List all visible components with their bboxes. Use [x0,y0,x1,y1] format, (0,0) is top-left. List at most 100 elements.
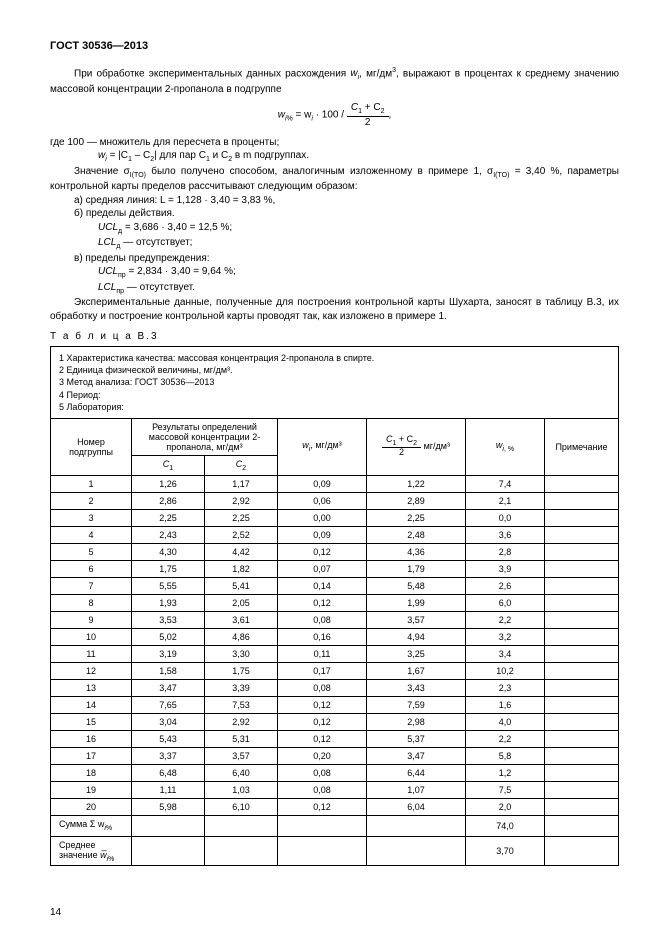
cell: 17 [51,747,132,764]
cell: 6,48 [132,764,205,781]
cell-note [545,713,619,730]
cell: 19 [51,781,132,798]
cell: 5,31 [205,730,278,747]
cell-note [545,594,619,611]
cell: 3,9 [466,560,545,577]
cell-note [545,543,619,560]
t: в m подгруппах. [232,150,309,161]
f: C [351,102,358,113]
m: 1 Характеристика качества: массовая конц… [59,352,610,364]
table-row: 81,932,050,121,996,0 [51,594,619,611]
f: w [278,110,285,121]
cell: 2,2 [466,730,545,747]
f: + C [362,102,381,113]
t: и C [210,150,228,161]
cell: 3,57 [205,747,278,764]
cell: 3,53 [132,611,205,628]
h-num: Номер подгруппы [51,418,132,475]
cell: 6,44 [367,764,466,781]
cell: 2,92 [205,713,278,730]
cell-note [545,577,619,594]
t: UCL [98,222,118,233]
cell: 1,17 [205,475,278,492]
cell: 1,79 [367,560,466,577]
h-note: Примечание [545,418,619,475]
cell: 6,10 [205,798,278,815]
item-a: а) средняя линия: L = 1,128 · 3,40 = 3,8… [50,194,619,208]
mean-val: 3,70 [466,836,545,866]
cell-note [545,730,619,747]
m: 3 Метод анализа: ГОСТ 30536—2013 [59,376,610,388]
cell: 3,39 [205,679,278,696]
cell-note [545,526,619,543]
cell: 4,30 [132,543,205,560]
cell: 0,11 [278,645,367,662]
cell: 1,58 [132,662,205,679]
cell: 3,30 [205,645,278,662]
cell-note [545,560,619,577]
cell: 0,17 [278,662,367,679]
table-row: 75,555,410,145,482,6 [51,577,619,594]
cell: 5,8 [466,747,545,764]
cell: 1,99 [367,594,466,611]
table-row: 191,111,030,081,077,5 [51,781,619,798]
table-row: 153,042,920,122,984,0 [51,713,619,730]
cell-note [545,628,619,645]
cell: 1,2 [466,764,545,781]
cell-note [545,645,619,662]
cell: 2,3 [466,679,545,696]
cell-note [545,509,619,526]
cell: 6,40 [205,764,278,781]
t: — отсутствует; [120,237,192,248]
cell: 2,98 [367,713,466,730]
cell: 2,86 [132,492,205,509]
cell: 0,00 [278,509,367,526]
cell: 0,06 [278,492,367,509]
t: | для пар C [154,150,206,161]
cell: 0,08 [278,679,367,696]
table-row: 32,252,250,002,250,0 [51,509,619,526]
cell: 2,05 [205,594,278,611]
t: LCL [98,237,116,248]
item-c2: LCLпр — отсутствует. [50,281,619,296]
cell: 9 [51,611,132,628]
table-row: 54,304,420,124,362,8 [51,543,619,560]
cell: 2,0 [466,798,545,815]
t: , мг/дм³ [310,440,341,450]
cell: 14 [51,696,132,713]
cell: 2,48 [367,526,466,543]
cell: 5,98 [132,798,205,815]
cell: 10,2 [466,662,545,679]
cell: 3,47 [367,747,466,764]
cell-note [545,764,619,781]
t: мг/дм³ [421,441,450,451]
doc-header: ГОСТ 30536—2013 [50,40,619,52]
cell: 3,04 [132,713,205,730]
cell-note [545,781,619,798]
cell-note [545,679,619,696]
cell: 1,22 [367,475,466,492]
cell: 0,16 [278,628,367,645]
cell: 1,11 [132,781,205,798]
cell: 7,59 [367,696,466,713]
cell: 4,0 [466,713,545,730]
t: было получено способом, аналогичным изло… [146,166,493,177]
cell: 5,55 [132,577,205,594]
t: – C [132,150,150,161]
t: 2 [382,448,421,458]
table-row: 105,024,860,164,943,2 [51,628,619,645]
cell: 0,12 [278,730,367,747]
cell: 7 [51,577,132,594]
sigma-para: Значение σI(TO) было получено способом, … [50,165,619,194]
cell: 5 [51,543,132,560]
cell: 12 [51,662,132,679]
t: LCL [98,282,116,293]
cell: 0,08 [278,611,367,628]
cell: 3,4 [466,645,545,662]
table-row: 165,435,310,125,372,2 [51,730,619,747]
h-c2: C2 [205,455,278,475]
h-c1: C1 [132,455,205,475]
cell: 0,07 [278,560,367,577]
h-wp: wi, % [466,418,545,475]
cell: 2,1 [466,492,545,509]
